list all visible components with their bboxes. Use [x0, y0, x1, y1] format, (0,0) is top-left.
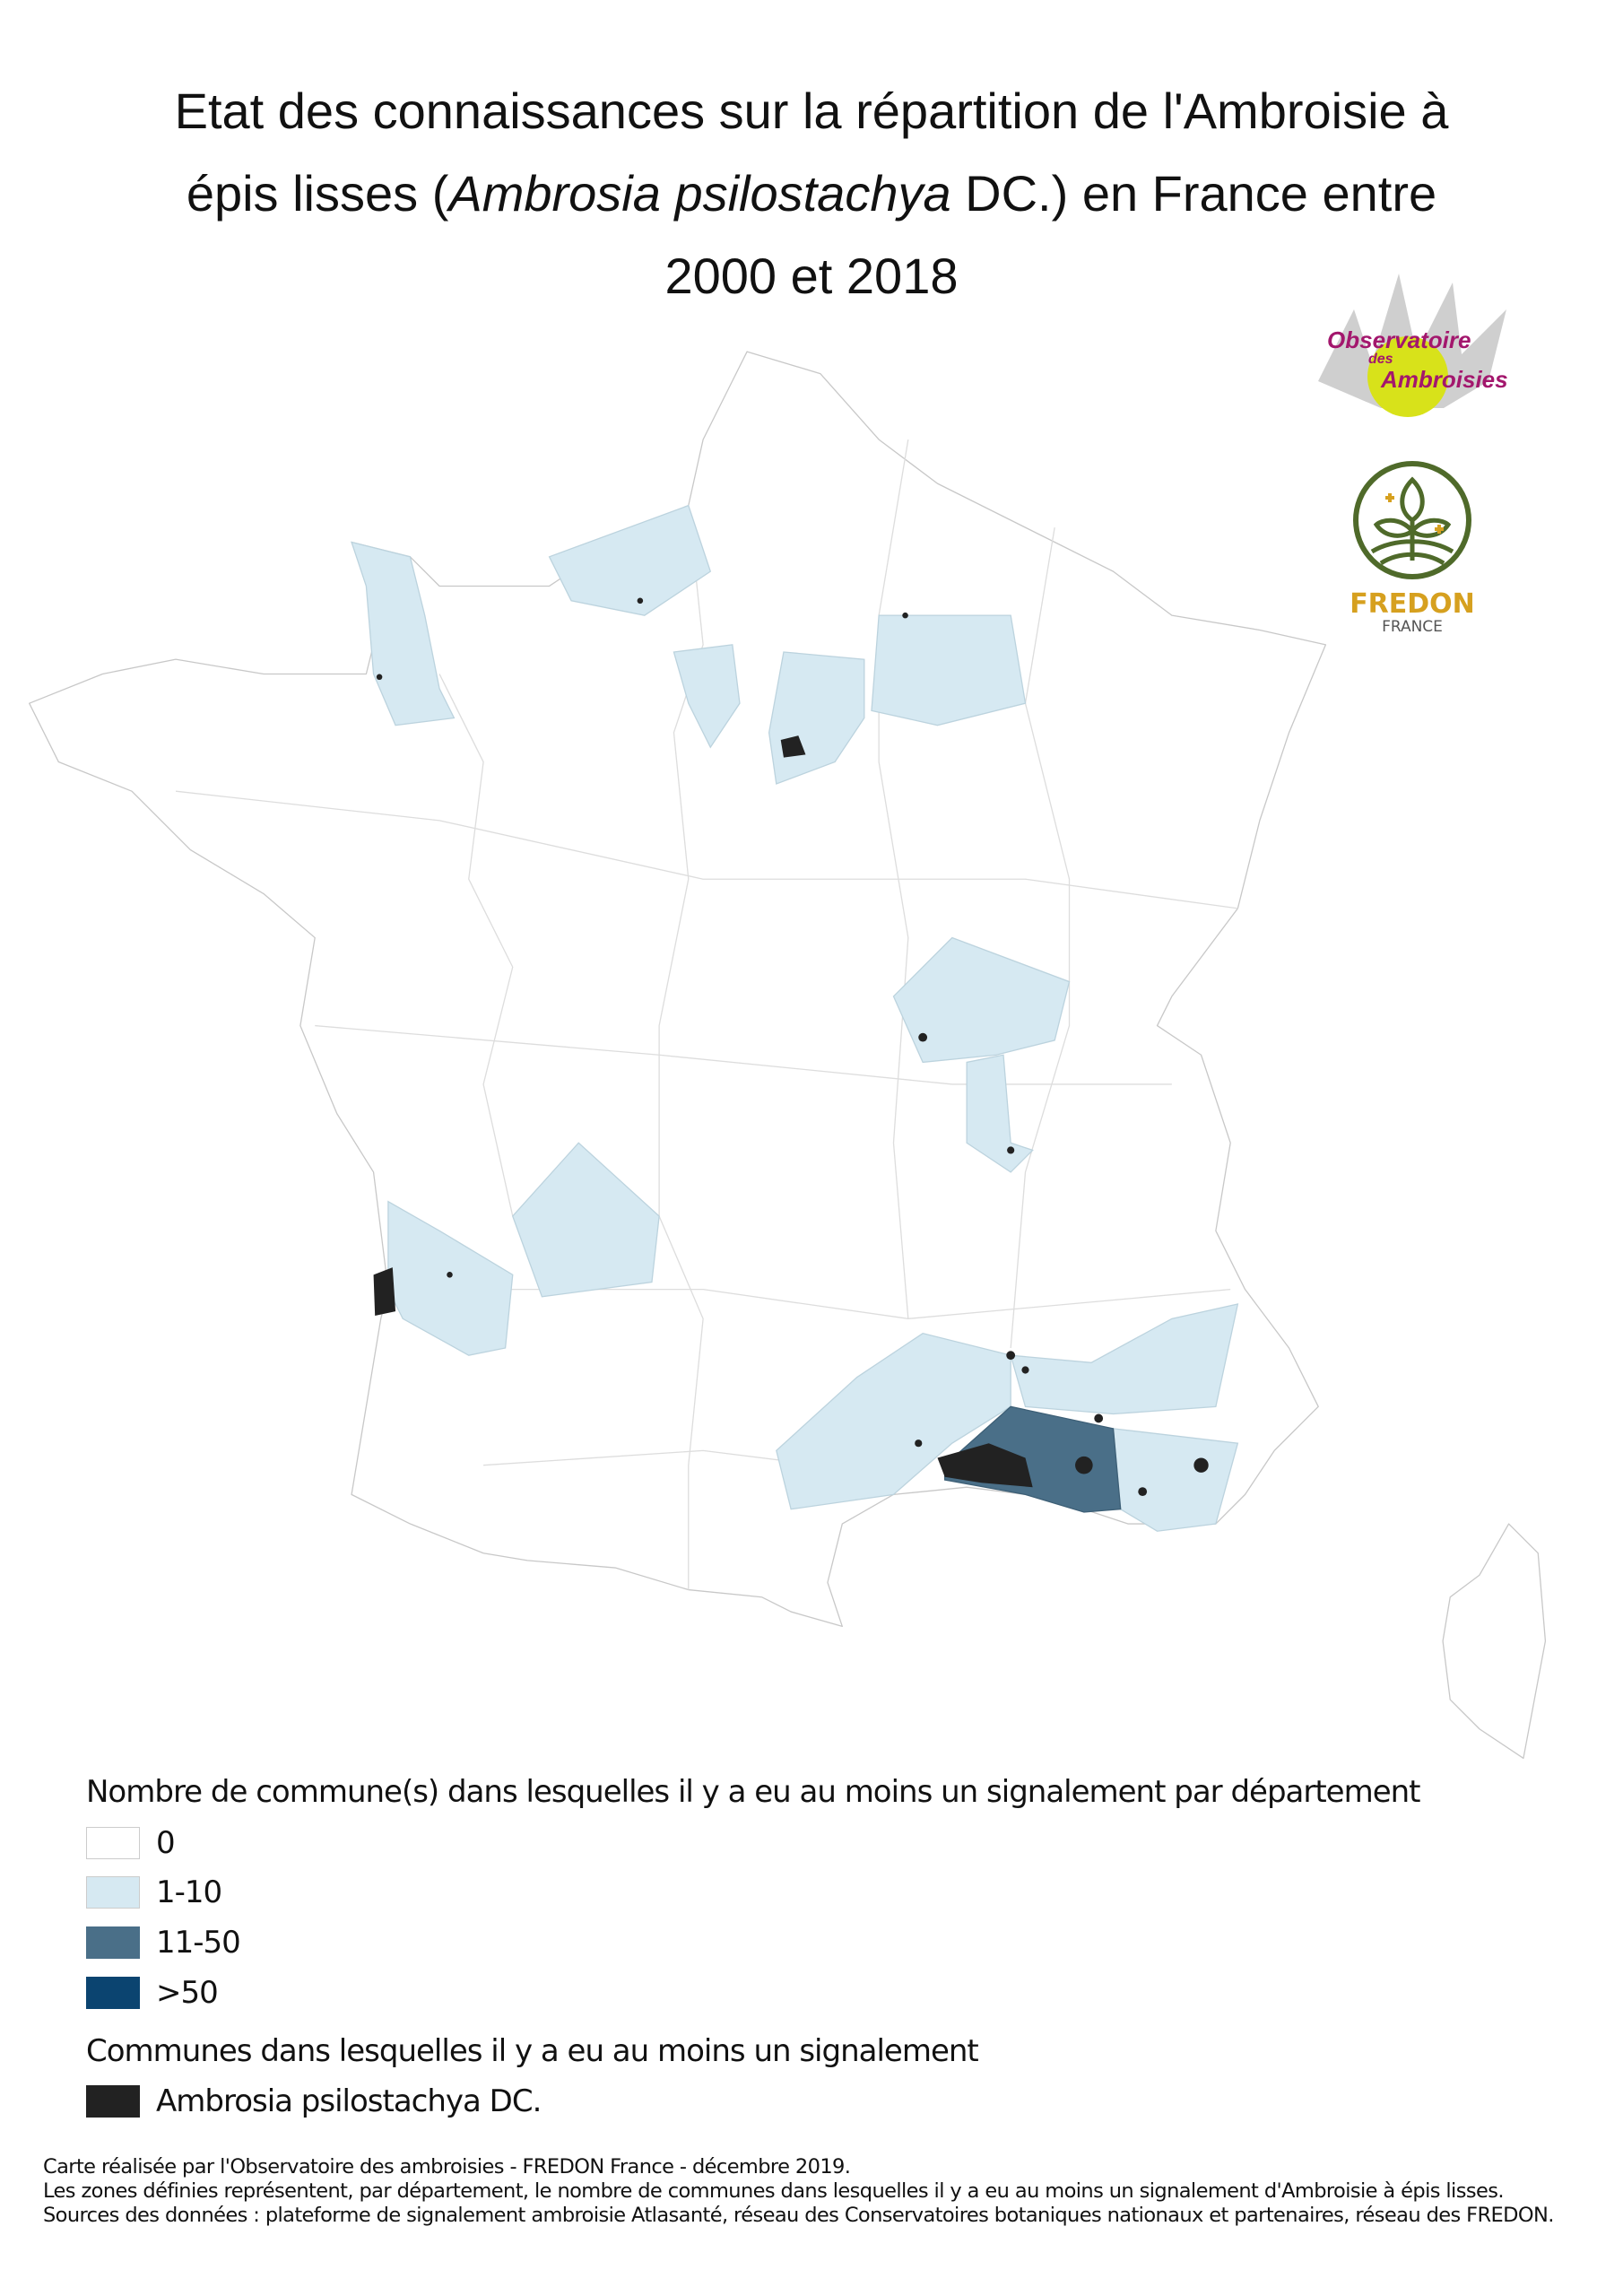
department-dordogne	[512, 1142, 660, 1298]
footer-sources: Sources des données : plateforme de sign…	[43, 2204, 1554, 2227]
legend-label: Ambrosia psilostachya DC.	[156, 2083, 542, 2119]
legend-choropleth-title: Nombre de commune(s) dans lesquelles il …	[86, 1774, 1421, 1810]
plant-circle-icon	[1353, 461, 1471, 579]
legend-label: 0	[156, 1825, 176, 1861]
commune-marker	[937, 1443, 1033, 1488]
legend-label: 1-10	[156, 1874, 222, 1910]
legend-item-1-10: 1-10	[86, 1866, 222, 1919]
logo-text-line: des	[1368, 352, 1393, 367]
logo-text-line: Observatoire	[1327, 326, 1471, 353]
department-manche	[351, 541, 456, 726]
department-seine-maritime	[548, 504, 712, 616]
legend-swatch	[86, 1827, 140, 1859]
commune-marker	[1075, 1456, 1093, 1474]
department-borders	[175, 439, 1238, 1590]
logo-text-line: Ambroisies	[1381, 366, 1508, 393]
legend-item-ambrosia: Ambrosia psilostachya DC.	[86, 2074, 542, 2128]
department-saone-et-loire	[892, 936, 1071, 1064]
commune-marker	[1138, 1487, 1148, 1497]
footer-credit: Carte réalisée par l'Observatoire des am…	[43, 2155, 851, 2179]
commune-marker	[1006, 1351, 1016, 1361]
department-aube	[871, 614, 1027, 726]
legend-points-title: Communes dans lesquelles il y a eu au mo…	[86, 2033, 979, 2069]
commune-marker	[376, 674, 383, 681]
commune-marker	[447, 1272, 453, 1278]
legend-label: >50	[156, 1975, 219, 2011]
observatoire-logo-text: Observatoire des Ambroisies	[1327, 327, 1508, 392]
footer-description: Les zones définies représentent, par dép…	[43, 2179, 1504, 2203]
map-title: Etat des connaissances sur la répartitio…	[72, 70, 1551, 317]
department-vaucluse-ahp	[1010, 1303, 1239, 1415]
legend-item-0: 0	[86, 1816, 176, 1870]
commune-marker	[1021, 1366, 1029, 1374]
legend-swatch	[86, 2085, 140, 2118]
commune-marker	[915, 1439, 923, 1448]
title-species: Ambrosia psilostachya	[448, 165, 951, 222]
commune-marker	[780, 735, 806, 758]
fredon-logo: FREDON FRANCE	[1345, 457, 1480, 636]
title-line-3: 2000 et 2018	[664, 248, 959, 304]
map-footer: Carte réalisée par l'Observatoire des am…	[43, 2155, 1554, 2228]
pollen-grain-icon	[1367, 336, 1448, 417]
legend-label: 11-50	[156, 1925, 241, 1961]
corsica-outline	[1442, 1523, 1547, 1760]
fredon-subtitle: FRANCE	[1382, 618, 1443, 636]
title-text: DC.) en France entre	[950, 165, 1437, 222]
legend-swatch	[86, 1977, 140, 2009]
legend-item-11-50: 11-50	[86, 1916, 241, 1970]
commune-marker	[1094, 1413, 1104, 1423]
commune-marker	[637, 597, 644, 604]
title-line-2: épis lisses (Ambrosia psilostachya DC.) …	[72, 152, 1551, 235]
department-val-doise	[673, 644, 741, 749]
commune-marker	[373, 1267, 396, 1317]
commune-marker	[902, 612, 908, 619]
fredon-name: FREDON	[1350, 588, 1475, 620]
title-text: épis lisses (	[186, 165, 449, 222]
legend-swatch	[86, 1926, 140, 1959]
legend-item-over-50: >50	[86, 1966, 219, 2020]
department-bouches-du-rhone	[944, 1405, 1122, 1513]
observatoire-ambroisies-logo	[1318, 274, 1506, 417]
commune-marker	[918, 1032, 928, 1042]
commune-markers	[373, 597, 1209, 1497]
legend-swatch	[86, 1876, 140, 1909]
commune-marker	[1007, 1146, 1015, 1154]
commune-marker	[1193, 1457, 1209, 1473]
title-line-1: Etat des connaissances sur la répartitio…	[174, 83, 1449, 139]
department-rhone	[966, 1054, 1034, 1173]
